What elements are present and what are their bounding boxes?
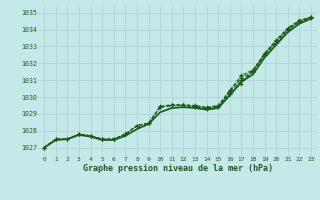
X-axis label: Graphe pression niveau de la mer (hPa): Graphe pression niveau de la mer (hPa) bbox=[83, 164, 273, 173]
